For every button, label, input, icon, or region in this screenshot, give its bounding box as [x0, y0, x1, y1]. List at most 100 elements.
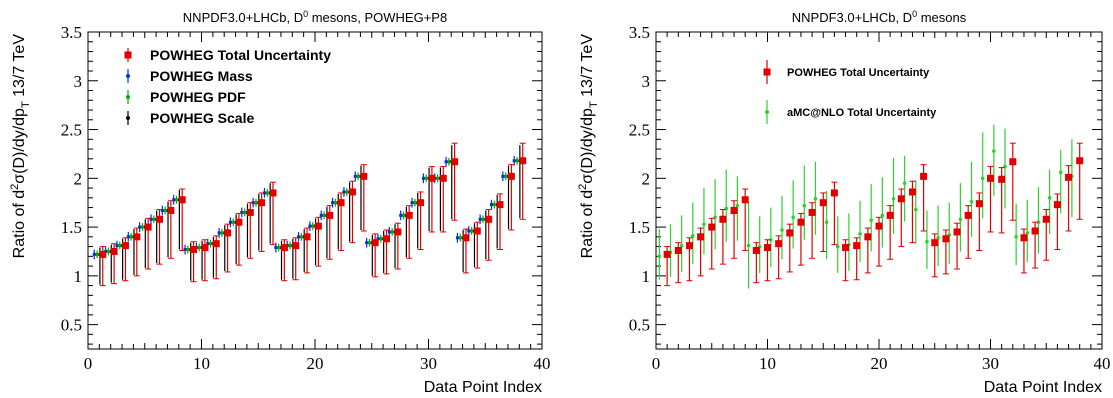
data-point: [897, 195, 905, 203]
data-point: [891, 196, 896, 201]
data-point: [326, 211, 334, 219]
data-point: [333, 200, 338, 205]
data-point: [813, 196, 818, 201]
data-point: [303, 233, 311, 241]
data-point: [969, 199, 974, 204]
data-point: [853, 242, 861, 250]
data-point: [1009, 158, 1017, 166]
series-powheg-total-uncertainty: [663, 142, 1084, 287]
data-point: [394, 228, 402, 236]
data-point: [819, 199, 827, 207]
legend-marker: [763, 68, 771, 76]
data-point: [365, 241, 369, 245]
data-point: [439, 174, 447, 182]
data-point: [964, 211, 972, 219]
data-point: [842, 244, 850, 252]
data-point: [775, 240, 783, 248]
data-point: [133, 233, 141, 241]
data-point: [297, 235, 301, 239]
x-tick-label: 20: [307, 354, 324, 373]
data-point: [172, 198, 176, 202]
y-axis-label: Ratio of d2σ(D)/dy/dpT 13/7 TeV: [9, 34, 32, 259]
data-point: [953, 228, 961, 236]
legend-label: aMC@NLO Total Uncertainty: [787, 107, 937, 119]
data-point: [1020, 234, 1028, 242]
data-point: [908, 188, 916, 196]
data-point: [99, 250, 107, 258]
data-point: [344, 190, 349, 194]
data-point: [288, 243, 292, 248]
data-point: [92, 252, 96, 256]
data-point: [730, 206, 738, 214]
data-point: [1076, 157, 1084, 165]
data-point: [746, 243, 751, 248]
data-point: [925, 239, 929, 244]
legend-marker: [124, 51, 132, 59]
data-point: [503, 174, 508, 179]
data-point: [481, 217, 485, 222]
data-point: [786, 229, 794, 237]
data-point: [864, 233, 872, 241]
data-point: [1025, 231, 1030, 235]
data-point: [379, 236, 383, 241]
data-point: [160, 208, 164, 212]
data-point: [902, 181, 907, 185]
data-point: [342, 190, 346, 194]
data-point: [858, 232, 862, 236]
right-chart-svg: NNPDF3.0+LHCb, D0 mesons 0 10 20 30 40 0.5 1 1.5…: [577, 9, 1111, 396]
legend-label: POWHEG PDF: [150, 89, 246, 105]
data-point: [444, 160, 448, 164]
data-point: [428, 174, 436, 182]
data-point: [685, 242, 693, 250]
data-point: [998, 175, 1006, 183]
data-point: [95, 252, 99, 257]
data-point: [331, 201, 335, 205]
data-point: [190, 246, 198, 254]
y-tick-label: 2: [642, 169, 651, 188]
x-axis-label: Data Point Index: [424, 379, 542, 396]
y-tick-label: 1.5: [61, 218, 82, 237]
data-point: [489, 203, 493, 207]
legend-marker: [126, 74, 130, 78]
data-point: [869, 218, 873, 223]
data-point: [348, 188, 356, 196]
data-point: [121, 242, 129, 250]
data-point: [186, 247, 190, 252]
data-point: [931, 239, 939, 247]
data-point: [515, 158, 519, 163]
data-point: [886, 211, 894, 219]
chart-title: NNPDF3.0+LHCb, D0 mesons: [792, 9, 967, 25]
data-point: [258, 199, 266, 207]
data-point: [183, 248, 187, 252]
data-point: [319, 213, 323, 217]
y-tick-label: 3.5: [61, 23, 82, 42]
data-point: [231, 220, 236, 224]
data-point: [485, 215, 493, 223]
data-point: [1047, 196, 1052, 200]
data-point: [913, 207, 918, 212]
data-point: [802, 203, 807, 208]
legend: POWHEG Total Uncertainty POWHEG Mass POWHE…: [124, 47, 331, 126]
data-point: [719, 215, 727, 223]
data-point: [492, 202, 497, 207]
y-tick-label: 0.5: [61, 316, 82, 335]
data-point: [741, 196, 749, 204]
data-point: [308, 224, 312, 228]
data-point: [387, 230, 391, 234]
data-point: [824, 220, 829, 224]
data-point: [405, 211, 413, 219]
y-tick-label: 1: [642, 267, 651, 286]
data-point: [875, 222, 883, 230]
chart-title: NNPDF3.0+LHCb, D0 mesons, POWHEG+P8: [183, 9, 447, 25]
x-tick-label: 10: [759, 354, 776, 373]
data-point: [797, 218, 805, 226]
data-point: [478, 217, 482, 221]
data-point: [228, 220, 232, 224]
y-tick-label: 3.5: [629, 23, 650, 42]
data-point: [936, 236, 940, 240]
data-point: [292, 242, 300, 250]
data-point: [473, 227, 481, 235]
data-point: [367, 240, 372, 245]
data-point: [410, 201, 414, 205]
data-point: [1014, 235, 1018, 239]
